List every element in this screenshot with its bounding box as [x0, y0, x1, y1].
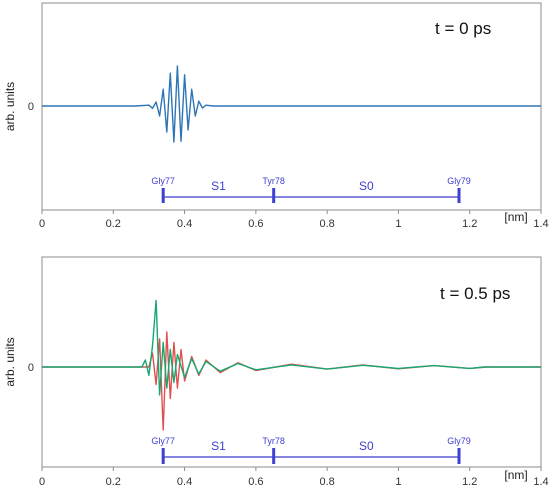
y-axis-label: arb. units	[3, 337, 17, 386]
x-tick-label: 0	[39, 218, 45, 230]
x-tick-label: 1	[395, 218, 401, 230]
residue-label: Gly77	[151, 176, 175, 186]
residue-label: Tyr78	[262, 436, 285, 446]
segment-label: S1	[211, 179, 226, 193]
x-tick-label: 1.4	[533, 476, 548, 488]
x-tick-label: 0.2	[106, 476, 121, 488]
y-tick-label: 0	[28, 362, 34, 374]
y-tick-label: 0	[28, 101, 34, 113]
x-tick-label: 1.4	[533, 218, 548, 230]
x-tick-label: 1	[395, 476, 401, 488]
segment-label: S0	[359, 439, 374, 453]
x-tick-label: 0.6	[248, 218, 263, 230]
residue-label: Gly77	[151, 436, 175, 446]
time-annotation: t = 0.5 ps	[440, 284, 510, 303]
time-annotation: t = 0 ps	[435, 19, 491, 38]
residue-label: Tyr78	[262, 176, 285, 186]
series-line-2	[42, 299, 541, 396]
residue-label: Gly79	[447, 436, 471, 446]
x-axis-label: [nm]	[504, 468, 527, 482]
x-tick-label: 0.8	[319, 476, 334, 488]
segment-label: S0	[359, 179, 374, 193]
x-tick-label: 0	[39, 476, 45, 488]
x-tick-label: 0.2	[106, 218, 121, 230]
x-axis-label: [nm]	[504, 210, 527, 224]
chart-panel-2: 0 0.2 0.4 0.6 0.8 1 1.2 1.4 [nm] 0 arb. units t = 0…	[3, 256, 549, 488]
chart-panel-1: 0 0.2 0.4 0.6 0.8 1 1.2 1.4 [nm] 0 arb. units t = 0…	[3, 2, 549, 230]
x-tick-label: 0.6	[248, 476, 263, 488]
plot-frame	[41, 256, 542, 468]
x-tick-label: 0.8	[319, 218, 334, 230]
series-line-1	[42, 331, 541, 431]
segment-label: S1	[211, 439, 226, 453]
x-tick-label: 1.2	[462, 476, 477, 488]
residue-label: Gly79	[447, 176, 471, 186]
y-axis-label: arb. units	[3, 82, 17, 131]
x-tick-label: 0.4	[177, 476, 192, 488]
x-tick-label: 1.2	[462, 218, 477, 230]
series-line-1	[42, 65, 541, 143]
x-tick-label: 0.4	[177, 218, 192, 230]
